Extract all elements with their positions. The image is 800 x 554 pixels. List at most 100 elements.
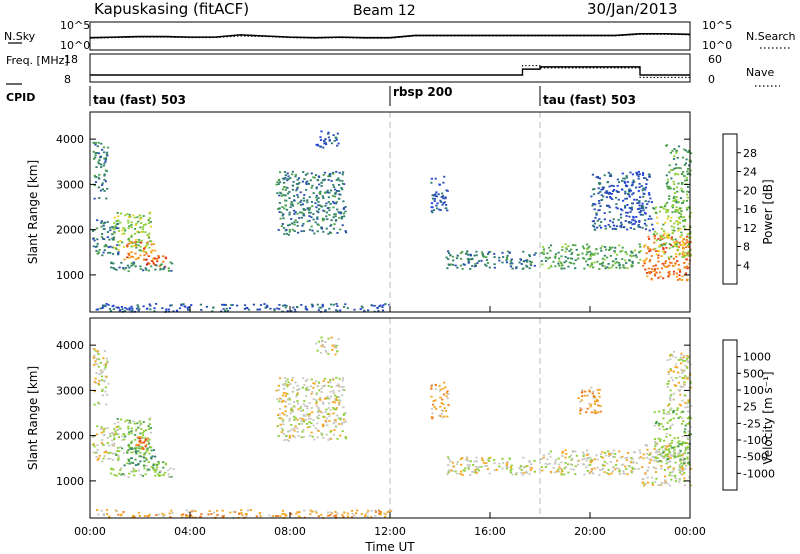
power-regions-cell: [677, 248, 680, 251]
vel-regions-cell: [113, 434, 116, 437]
power-regions-cell: [167, 308, 170, 311]
vel-regions-cell: [121, 435, 124, 438]
vel-regions-cell: [94, 377, 97, 380]
vel-regions-cell: [293, 415, 296, 418]
power-regions-cell: [679, 244, 682, 246]
power-regions-cell: [648, 238, 651, 240]
power-regions-cell: [598, 200, 601, 202]
vel-regions-cell: [644, 444, 647, 447]
vel-regions-cell: [571, 450, 574, 453]
vel-regions-cell: [145, 458, 148, 461]
power-regions-cell: [315, 199, 318, 201]
power-regions-cell: [533, 264, 536, 267]
vel-regions-cell: [685, 357, 688, 360]
power-regions-cell: [308, 209, 311, 211]
power-regions-cell: [654, 264, 657, 267]
vel-regions-cell: [192, 509, 195, 512]
vel-regions-cell: [154, 474, 157, 477]
vel-regions-cell: [557, 457, 560, 460]
power-regions-cell: [143, 246, 146, 249]
power-regions-cell: [285, 208, 289, 211]
power-regions-cell: [670, 177, 673, 180]
power-regions-cell: [664, 260, 667, 262]
vel-regions-cell: [344, 436, 347, 438]
power-regions-cell: [639, 245, 642, 248]
station-title: Kapuskasing (fitACF): [94, 0, 249, 18]
power-regions-cell: [342, 208, 345, 210]
power-regions-cell: [590, 262, 593, 264]
power-regions-cell: [328, 209, 331, 212]
vel-regions-cell: [322, 403, 325, 405]
vel-regions-cell: [469, 474, 472, 476]
vel-regions-cell: [660, 455, 663, 457]
power-regions-cell: [186, 308, 190, 311]
power-regions-cell: [117, 227, 120, 229]
vel-regions-cell: [567, 463, 570, 466]
power-regions-cell: [331, 195, 335, 197]
power-regions-cell: [603, 174, 606, 177]
vel-regions-cell: [315, 342, 318, 345]
vel-regions-cell: [611, 452, 614, 455]
power-regions-cell: [109, 251, 112, 254]
power-regions-cell: [493, 263, 496, 266]
vel-regions-cell: [335, 376, 338, 379]
power-regions-cell: [107, 304, 110, 306]
power-regions-cell: [622, 199, 625, 202]
power-regions-cell: [283, 171, 287, 173]
power-regions-cell: [665, 144, 669, 146]
power-regions-cell: [518, 261, 521, 264]
vel-regions-cell: [278, 417, 281, 419]
power-regions-cell: [100, 222, 103, 224]
vel-regions-cell: [518, 467, 521, 469]
vel-regions-cell: [654, 471, 658, 473]
vel-regions-cell: [92, 356, 95, 359]
vel-regions-cell: [680, 459, 684, 461]
power-regions-cell: [624, 197, 627, 200]
power-regions-cell: [637, 170, 640, 173]
vel-regions-cell: [127, 427, 130, 430]
vel-regions-cell: [326, 511, 330, 514]
power-regions-cell: [686, 170, 689, 173]
power-regions-cell: [669, 169, 672, 171]
vel-regions-cell: [660, 467, 663, 470]
vel-regions-cell: [98, 379, 101, 382]
vel-regions-cell: [276, 515, 279, 517]
power-regions-cell: [138, 308, 141, 310]
power-regions-cell: [456, 254, 459, 257]
vel-regions-cell: [430, 395, 433, 398]
power-regions-cell: [282, 217, 285, 220]
power-regions-cell: [327, 201, 330, 203]
vel-regions-cell: [103, 350, 107, 352]
vel-regions-cell: [678, 478, 681, 481]
power-regions-cell: [103, 190, 106, 192]
vel-regions-cell: [678, 403, 681, 406]
vel-regions-cell: [310, 407, 313, 409]
power-regions-cell: [111, 246, 114, 249]
power-regions-cell: [337, 177, 340, 180]
vel-regions-cell: [485, 462, 488, 465]
power-regions-cell: [434, 177, 437, 180]
vel-regions-cell: [505, 463, 509, 466]
vel-regions-cell: [663, 482, 666, 484]
vel-regions-cell: [667, 380, 670, 382]
vel-regions-cell: [680, 466, 683, 469]
vel-regions-cell: [109, 457, 112, 460]
vel-regions-cell: [689, 425, 692, 428]
power-regions-cell: [127, 238, 130, 241]
power-regions-cell: [650, 255, 653, 257]
vel-regions-cell: [314, 427, 317, 430]
vel-regions-cell: [333, 419, 336, 422]
vel-regions-cell: [608, 473, 611, 476]
vel-regions-cell: [309, 385, 312, 388]
power-regions-cell: [322, 174, 325, 176]
vel-regions-cell: [147, 515, 151, 517]
vel-regions-cell: [120, 473, 123, 476]
vel-regions-cell: [199, 515, 202, 518]
power-regions-cell: [443, 175, 446, 178]
power-regions-cell: [117, 219, 120, 222]
power-regions-cell: [659, 275, 662, 278]
power-regions-cell: [561, 249, 564, 251]
vel-regions-cell: [117, 425, 120, 428]
vel-regions-cell: [618, 469, 621, 472]
